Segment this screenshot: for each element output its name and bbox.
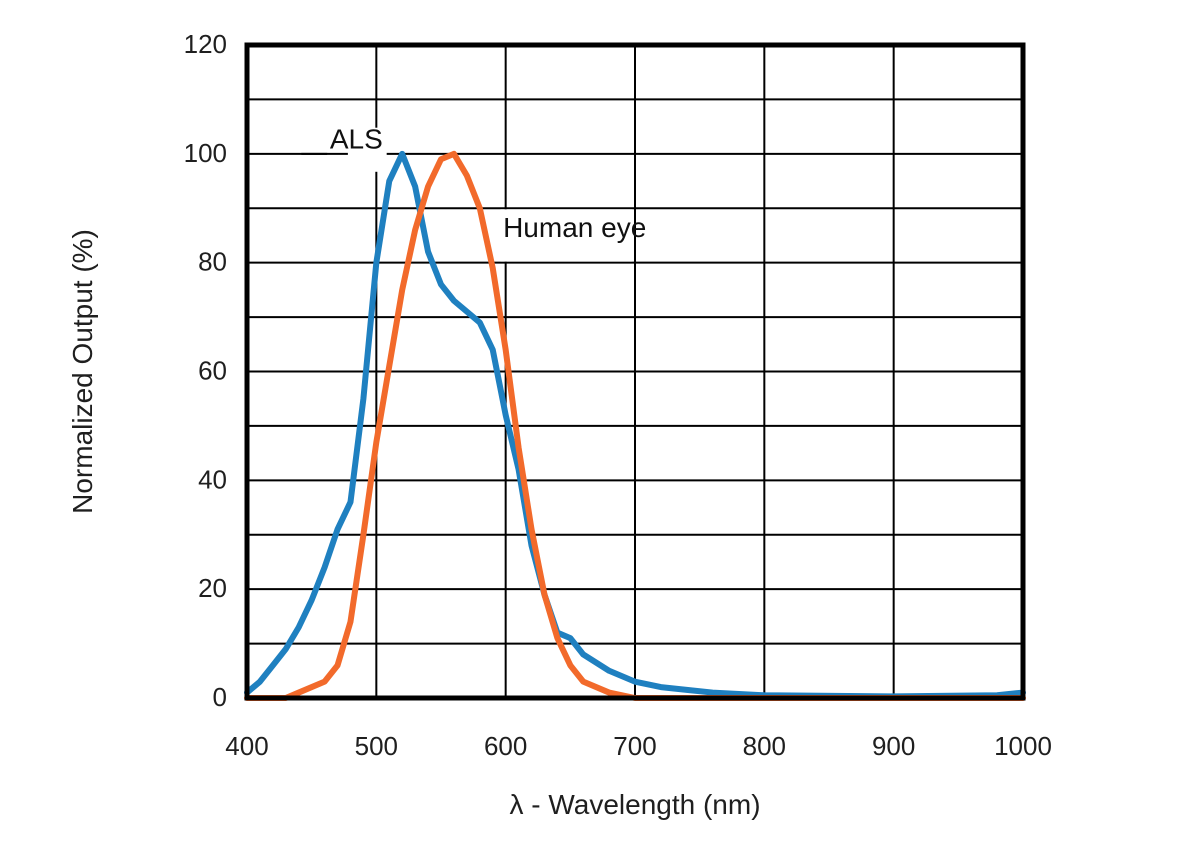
x-tick-label: 900 [872, 731, 915, 761]
als-annotation-mask [347, 127, 387, 172]
x-tick-label: 1000 [994, 731, 1052, 761]
x-tick-label: 700 [613, 731, 656, 761]
y-tick-label: 40 [198, 464, 227, 494]
series-als-line [244, 150, 1026, 700]
y-axis-title: Normalized Output (%) [67, 229, 98, 514]
annotation-layer: ALS Human eye [301, 123, 646, 262]
y-tick-label: 60 [198, 356, 227, 386]
frame-layer [244, 42, 1026, 701]
x-tick-label: 800 [743, 731, 786, 761]
y-tick-label: 100 [184, 138, 227, 168]
y-tick-label: 80 [198, 247, 227, 277]
human-eye-annotation-mask [500, 209, 633, 262]
tick-layer: 400 500 600 700 800 900 1000 0 20 40 60 80 100 120 [184, 29, 1052, 761]
plot-frame [244, 42, 1026, 701]
human-eye-annotation-label: Human eye [503, 212, 646, 243]
y-tick-label: 0 [213, 682, 227, 712]
x-tick-label: 600 [484, 731, 527, 761]
y-tick-label: 20 [198, 573, 227, 603]
x-tick-label: 400 [225, 731, 268, 761]
x-tick-label: 500 [355, 731, 398, 761]
series-human-eye-line [244, 150, 1026, 701]
series-layer [244, 150, 1026, 701]
als-annotation-label: ALS [330, 123, 383, 154]
x-axis-title: λ - Wavelength (nm) [509, 789, 760, 820]
y-tick-label: 120 [184, 29, 227, 59]
